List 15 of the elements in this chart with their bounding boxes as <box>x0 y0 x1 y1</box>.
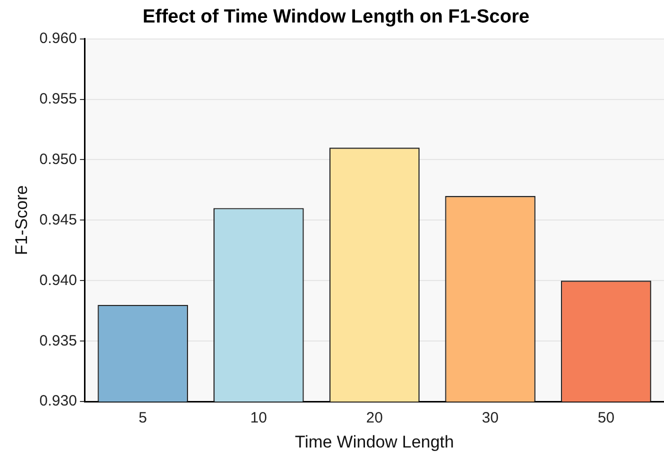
y-tick-label: 0.940 <box>39 272 77 289</box>
x-tick-label: 10 <box>250 410 267 427</box>
y-tick-label: 0.945 <box>39 211 77 228</box>
x-tick-label: 50 <box>598 410 614 427</box>
chart-title: Effect of Time Window Length on F1-Score <box>142 6 530 28</box>
y-tick-label: 0.955 <box>39 90 77 108</box>
y-tick-label: 0.930 <box>39 392 77 410</box>
x-tick-label: 20 <box>366 410 383 427</box>
y-tick-label: 0.960 <box>39 30 77 47</box>
x-axis-title: Time Window Length <box>294 432 454 452</box>
x-tick-label: 30 <box>482 410 499 427</box>
x-tick-label: 5 <box>138 410 148 427</box>
y-tick-label: 0.950 <box>39 150 77 168</box>
y-axis-title: F1-Score <box>12 185 31 256</box>
y-tick-label: 0.935 <box>39 332 77 350</box>
